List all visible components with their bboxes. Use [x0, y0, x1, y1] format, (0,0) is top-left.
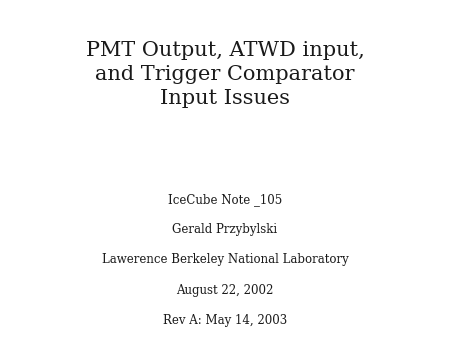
- Text: PMT Output, ATWD input,
and Trigger Comparator
Input Issues: PMT Output, ATWD input, and Trigger Comp…: [86, 41, 365, 108]
- Text: August 22, 2002: August 22, 2002: [176, 284, 274, 297]
- Text: Lawerence Berkeley National Laboratory: Lawerence Berkeley National Laboratory: [102, 254, 348, 266]
- Text: IceCube Note _105: IceCube Note _105: [168, 193, 282, 206]
- Text: Gerald Przybylski: Gerald Przybylski: [172, 223, 278, 236]
- Text: Rev A: May 14, 2003: Rev A: May 14, 2003: [163, 314, 287, 327]
